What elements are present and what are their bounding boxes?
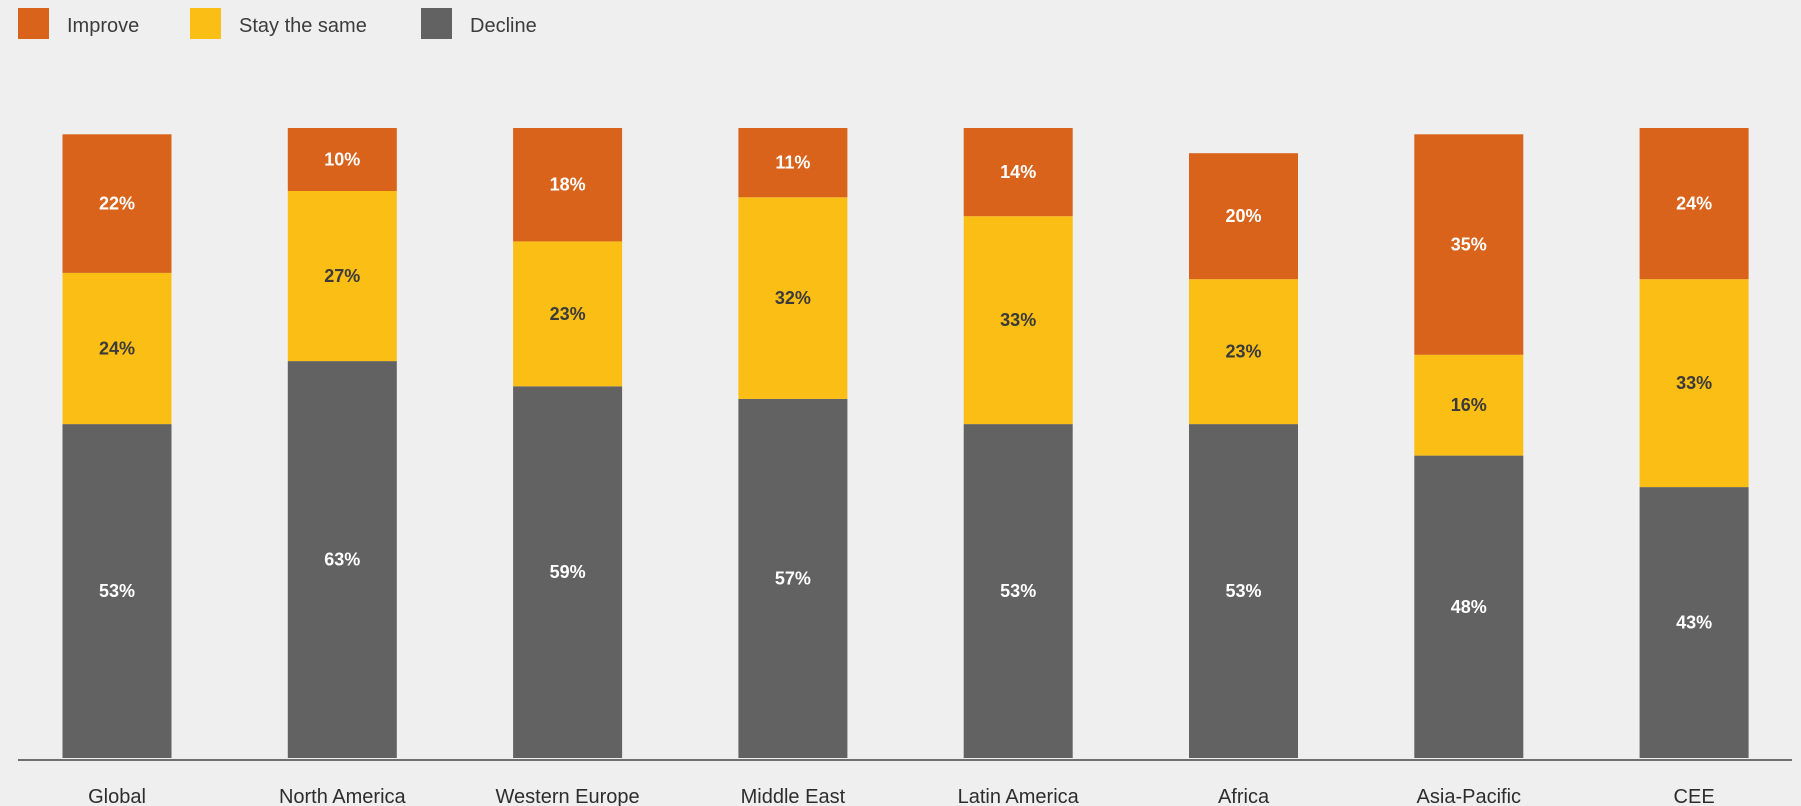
bar-segment-stay-the-same-middle-east xyxy=(738,197,848,399)
chart-bars: 53% 24% 22% 63% 27% 10% 59% 23% 18% 57% 32% 11% 53% 3… xyxy=(62,128,1749,758)
data-label-decline-western-europe: 59% xyxy=(550,562,586,582)
data-label-stay-the-same-western-europe: 23% xyxy=(550,304,586,324)
chart-legend: Improve Stay the same Decline xyxy=(18,8,537,39)
data-label-improve-africa: 20% xyxy=(1225,206,1261,226)
data-label-decline-asia-pacific: 48% xyxy=(1451,597,1487,617)
bar-segment-improve-global xyxy=(62,134,172,273)
bar-segment-improve-africa xyxy=(1189,153,1298,280)
bar-segment-decline-north-america xyxy=(287,361,397,758)
data-label-decline-africa: 53% xyxy=(1225,581,1261,601)
bar-segment-stay-the-same-global xyxy=(62,272,172,425)
x-tick-label-global: Global xyxy=(88,786,146,806)
bar-segment-stay-the-same-africa xyxy=(1189,279,1298,425)
data-label-improve-western-europe: 18% xyxy=(550,175,586,195)
bar-segment-improve-cee xyxy=(1639,128,1749,280)
bar-segment-stay-the-same-latin-america xyxy=(963,216,1073,425)
x-tick-label-middle-east: Middle East xyxy=(741,786,846,806)
bar-segment-decline-africa xyxy=(1189,424,1298,758)
data-label-stay-the-same-asia-pacific: 16% xyxy=(1451,395,1487,415)
bar-segment-decline-middle-east xyxy=(738,398,848,758)
legend-label-decline: Decline xyxy=(470,15,537,37)
legend-swatch-improve xyxy=(18,8,49,39)
x-tick-label-western-europe: Western Europe xyxy=(496,786,640,806)
bar-segment-decline-cee xyxy=(1639,487,1749,758)
bar-segment-decline-asia-pacific xyxy=(1414,455,1524,758)
bar-segment-stay-the-same-cee xyxy=(1639,279,1749,488)
bar-segment-improve-asia-pacific xyxy=(1414,134,1524,355)
data-label-improve-asia-pacific: 35% xyxy=(1451,235,1487,255)
bar-segment-decline-global xyxy=(62,424,172,758)
legend-label-improve: Improve xyxy=(67,15,139,37)
data-label-stay-the-same-cee: 33% xyxy=(1676,373,1712,393)
bar-segment-decline-western-europe xyxy=(513,386,623,758)
data-label-stay-the-same-middle-east: 32% xyxy=(775,288,811,308)
bar-segment-decline-latin-america xyxy=(963,424,1073,758)
data-label-improve-north-america: 10% xyxy=(324,150,360,170)
data-label-improve-middle-east: 11% xyxy=(775,153,810,173)
data-label-improve-latin-america: 14% xyxy=(1000,162,1036,182)
legend-swatch-stay-the-same xyxy=(190,8,221,39)
data-label-decline-latin-america: 53% xyxy=(1000,581,1036,601)
x-tick-label-asia-pacific: Asia-Pacific xyxy=(1417,786,1521,806)
data-label-decline-cee: 43% xyxy=(1676,613,1712,633)
legend-label-stay-the-same: Stay the same xyxy=(239,15,367,37)
data-label-decline-middle-east: 57% xyxy=(775,569,811,589)
data-label-stay-the-same-north-america: 27% xyxy=(324,266,360,286)
bar-segment-improve-western-europe xyxy=(513,128,623,242)
data-label-stay-the-same-africa: 23% xyxy=(1225,342,1261,362)
data-label-stay-the-same-latin-america: 33% xyxy=(1000,310,1036,330)
bar-segment-stay-the-same-western-europe xyxy=(513,241,623,387)
x-tick-label-africa: Africa xyxy=(1218,786,1270,806)
bar-segment-improve-north-america xyxy=(287,128,397,191)
x-axis-labels: Global North America Western Europe Middle … xyxy=(88,786,1715,806)
bar-segment-stay-the-same-north-america xyxy=(287,191,397,362)
x-tick-label-latin-america: Latin America xyxy=(958,786,1080,806)
data-label-decline-global: 53% xyxy=(99,581,135,601)
data-label-decline-north-america: 63% xyxy=(324,550,360,570)
bar-segment-improve-middle-east xyxy=(738,128,848,198)
bar-segment-stay-the-same-asia-pacific xyxy=(1414,354,1524,456)
data-label-stay-the-same-global: 24% xyxy=(99,339,135,359)
data-label-improve-global: 22% xyxy=(99,194,135,214)
legend-swatch-decline xyxy=(421,8,452,39)
bar-segment-improve-latin-america xyxy=(963,128,1073,217)
x-tick-label-north-america: North America xyxy=(279,786,407,806)
data-label-improve-cee: 24% xyxy=(1676,194,1712,214)
x-tick-label-cee: CEE xyxy=(1674,786,1715,806)
